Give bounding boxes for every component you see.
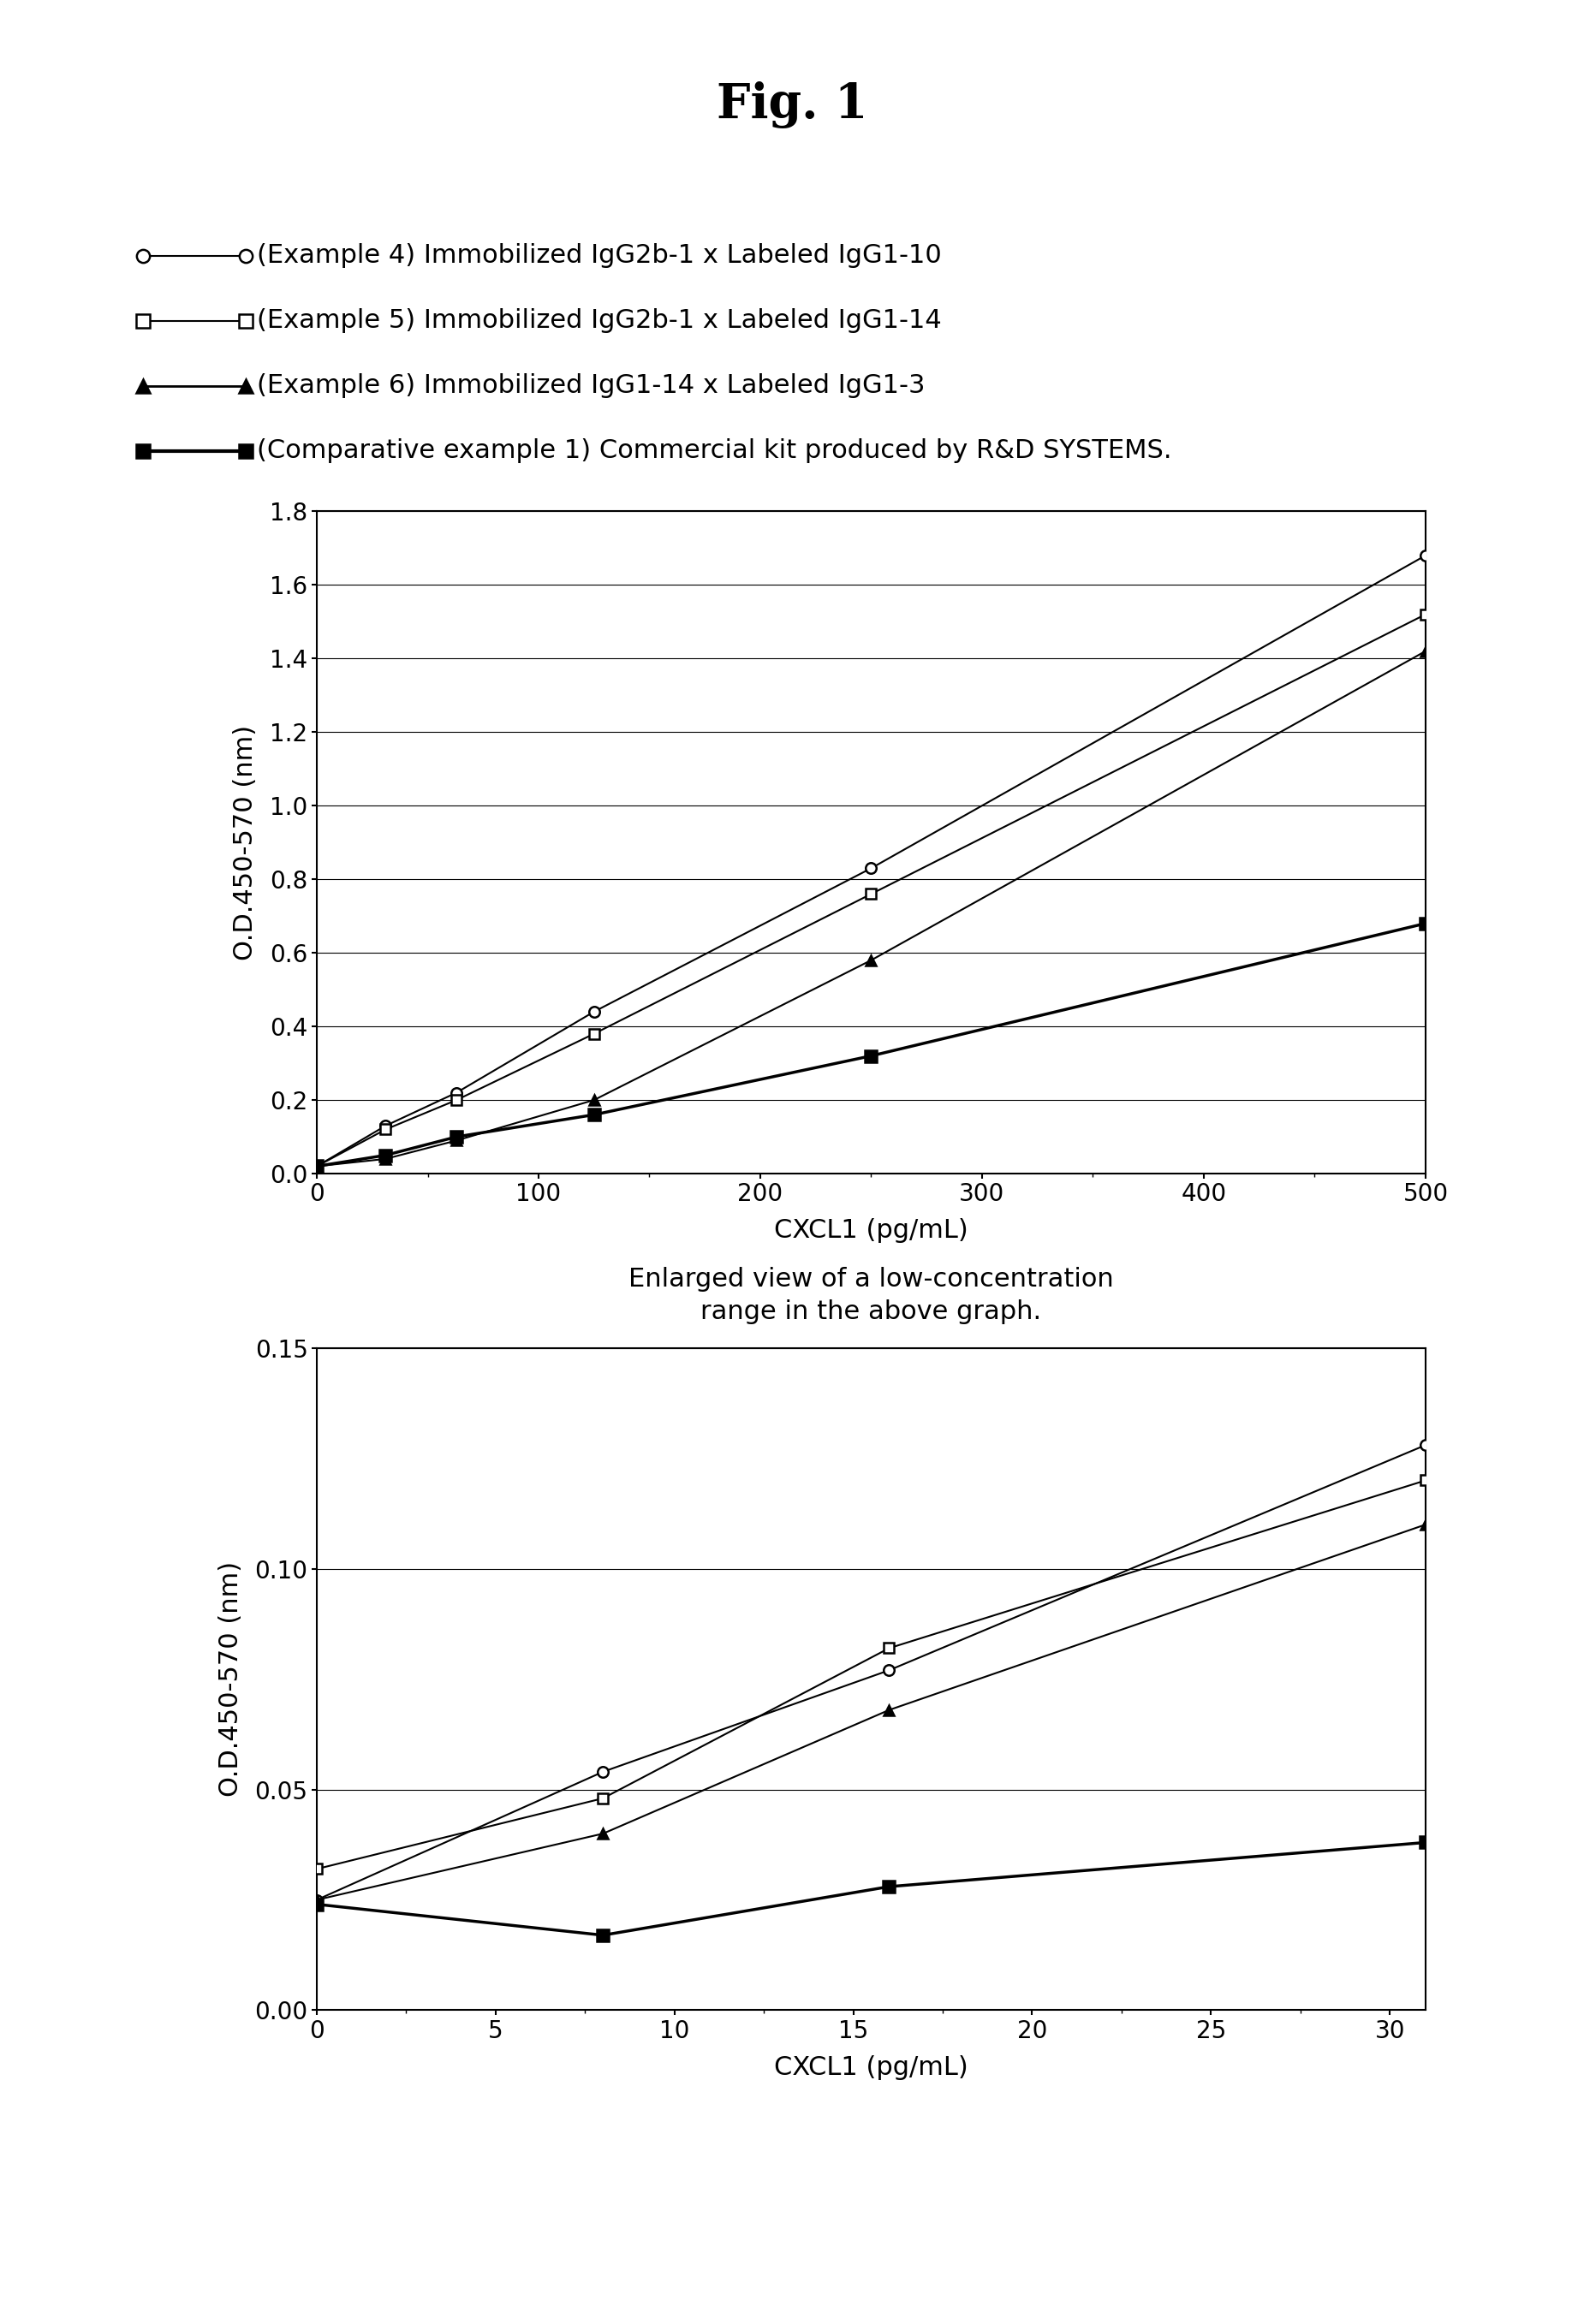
Text: Enlarged view of a low-concentration
range in the above graph.: Enlarged view of a low-concentration ran… bbox=[629, 1267, 1114, 1325]
Text: (Example 5) Immobilized IgG2b-1 x Labeled IgG1-14: (Example 5) Immobilized IgG2b-1 x Labele… bbox=[257, 309, 941, 332]
Y-axis label: O.D.450-570 (nm): O.D.450-570 (nm) bbox=[233, 725, 258, 960]
Text: Fig. 1: Fig. 1 bbox=[716, 81, 868, 128]
X-axis label: CXCL1 (pg/mL): CXCL1 (pg/mL) bbox=[775, 1218, 968, 1243]
X-axis label: CXCL1 (pg/mL): CXCL1 (pg/mL) bbox=[775, 2054, 968, 2080]
Text: (Comparative example 1) Commercial kit produced by R&D SYSTEMS.: (Comparative example 1) Commercial kit p… bbox=[257, 439, 1172, 462]
Text: (Example 6) Immobilized IgG1-14 x Labeled IgG1-3: (Example 6) Immobilized IgG1-14 x Labele… bbox=[257, 374, 925, 397]
Y-axis label: O.D.450-570 (nm): O.D.450-570 (nm) bbox=[219, 1562, 242, 1796]
Text: (Example 4) Immobilized IgG2b-1 x Labeled IgG1-10: (Example 4) Immobilized IgG2b-1 x Labele… bbox=[257, 244, 941, 267]
